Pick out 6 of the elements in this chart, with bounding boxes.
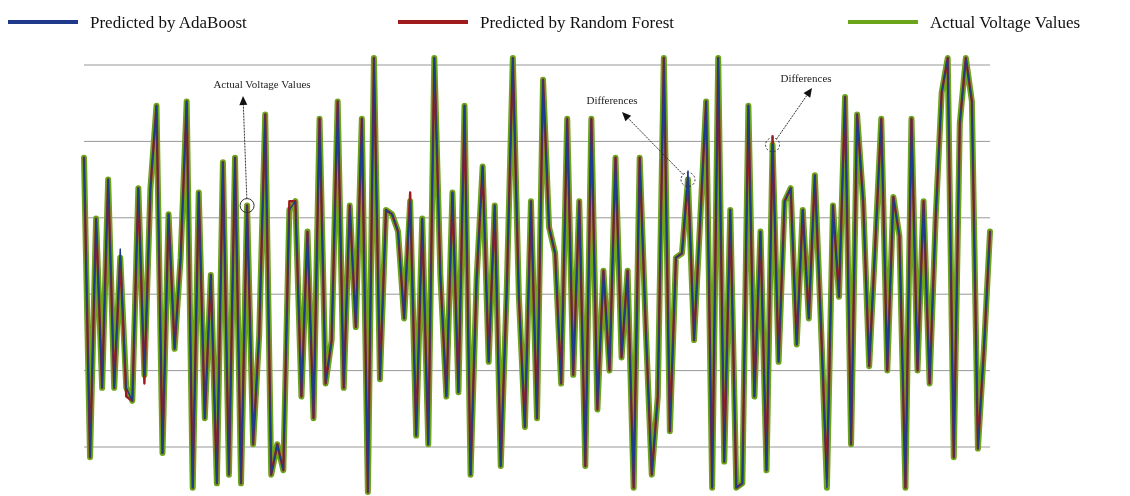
annotation: Differences <box>780 72 832 84</box>
annotation: Differences <box>586 94 638 106</box>
legend-label: Predicted by AdaBoost <box>90 13 248 32</box>
legend-label: Actual Voltage Values <box>930 13 1081 32</box>
legend-label: Predicted by Random Forest <box>480 13 675 32</box>
annotation: Actual Voltage Values <box>213 78 311 90</box>
